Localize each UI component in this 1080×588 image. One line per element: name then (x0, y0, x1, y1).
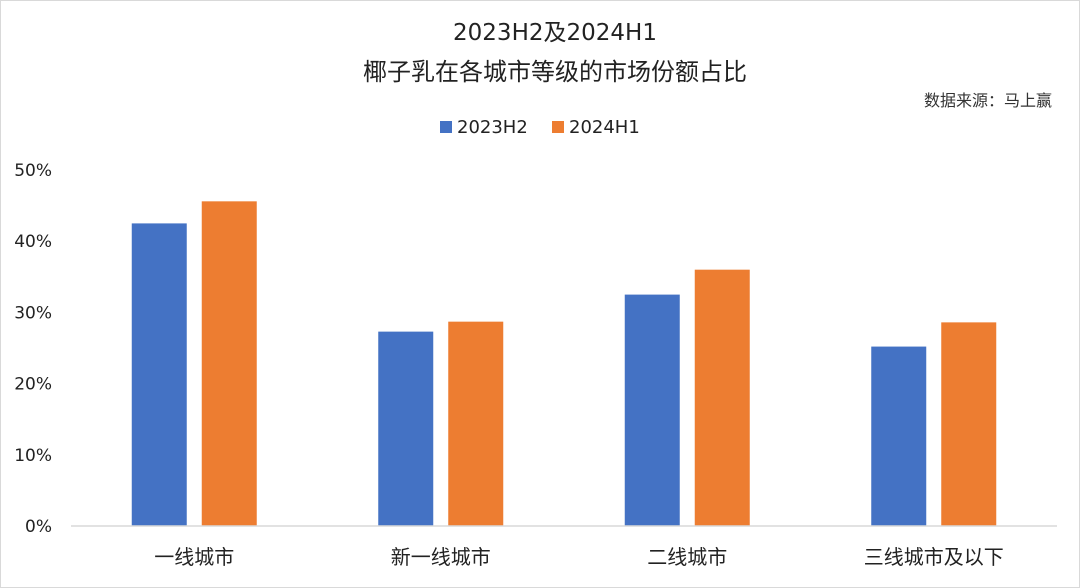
x-category-label: 二线城市 (647, 545, 727, 569)
bar-2023h2 (871, 346, 927, 526)
bar-2024h1 (694, 269, 750, 526)
legend-swatch-2023h2 (440, 121, 452, 133)
y-tick-label: 30% (14, 303, 52, 323)
bars (131, 201, 997, 526)
x-axis: 一线城市 新一线城市 二线城市 三线城市及以下 (154, 545, 1004, 569)
legend-label: 2024H1 (569, 117, 640, 138)
bar-2023h2 (131, 223, 187, 526)
y-tick-label: 40% (14, 232, 52, 252)
data-source-note: 数据来源：马上赢 (924, 91, 1052, 110)
chart-title-line2: 椰子乳在各城市等级的市场份额占比 (363, 58, 747, 86)
y-tick-label: 10% (14, 446, 52, 466)
x-category-label: 一线城市 (154, 545, 234, 569)
bar-2023h2 (378, 331, 434, 526)
y-tick-label: 50% (14, 161, 52, 181)
y-tick-label: 0% (25, 517, 52, 537)
x-category-label: 三线城市及以下 (864, 545, 1004, 569)
chart-title-line1: 2023H2及2024H1 (453, 20, 657, 46)
bar-2024h1 (201, 201, 257, 526)
bar-2024h1 (941, 322, 997, 526)
y-axis: 0% 10% 20% 30% 40% 50% (14, 161, 52, 537)
legend: 2023H2 2024H1 (440, 117, 640, 138)
x-category-label: 新一线城市 (391, 545, 491, 569)
y-tick-label: 20% (14, 375, 52, 395)
bar-2024h1 (448, 321, 504, 526)
bar-2023h2 (624, 294, 680, 526)
legend-label: 2023H2 (457, 117, 528, 138)
legend-swatch-2024h1 (552, 121, 564, 133)
